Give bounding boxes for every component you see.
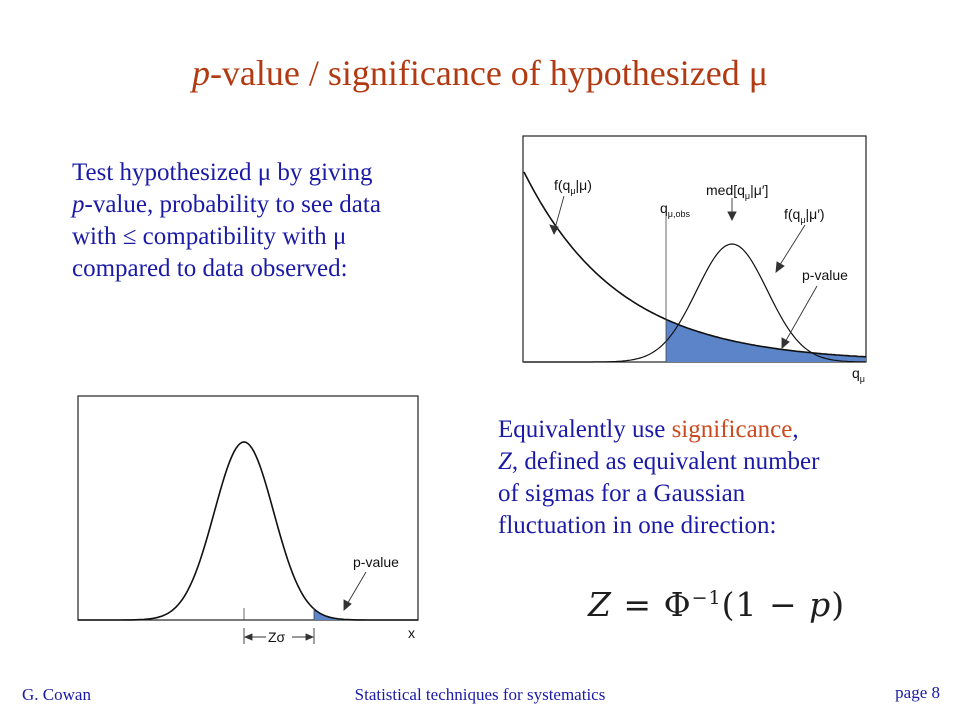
sig-line-2: Z, defined as equivalent number — [498, 446, 938, 478]
formula-phi: = Φ — [611, 585, 692, 624]
title-text: -value / significance of hypothesized — [209, 53, 749, 93]
figure2-pvalue-area — [314, 608, 418, 620]
figure2-zsigma-bracket — [243, 628, 315, 644]
figure1-label-pvalue: p-value — [802, 267, 848, 283]
footer-author: G. Cowan — [22, 685, 91, 704]
qmu-distribution-figure: f(qμ|μ) med[qμ|μ′] qμ,obs f(qμ|μ′) p-val… — [522, 135, 867, 384]
intro-line-1: Test hypothesized μ by giving — [72, 157, 492, 189]
footer-title: Statistical techniques for systematics — [354, 685, 606, 704]
figure2-gaussian-curve — [78, 441, 418, 621]
figure2-label-pvalue: p-value — [353, 554, 399, 570]
gaussian-figure: p-value Zσ x — [77, 395, 419, 645]
intro-line-4: compared to data observed: — [72, 255, 348, 282]
footer-page-number: page 8 — [895, 683, 940, 702]
sig-line-3: of sigmas for a Gaussian — [498, 480, 746, 507]
intro-mu: μ — [257, 159, 272, 186]
formula-rhs-b: ) — [831, 585, 846, 624]
figure1-null-curve — [523, 171, 867, 358]
figure1-label-med: med[qμ|μ′] — [706, 182, 768, 201]
intro-italic-p: p — [72, 191, 85, 218]
figure2-label-zsigma: Zσ — [268, 629, 286, 645]
figure1-arrows — [549, 195, 818, 349]
significance-paragraph: Equivalently use significance, Z, define… — [498, 414, 938, 542]
sig-line-1-a: Equivalently use — [498, 416, 672, 443]
intro-paragraph: Test hypothesized μ by giving p-value, p… — [72, 157, 492, 285]
sig-line-1: Equivalently use significance, — [498, 414, 938, 446]
figure2-axis-label: x — [408, 625, 415, 641]
intro-line-3-a: with ≤ compatibility with — [72, 223, 333, 250]
figure1-label-qobs: qμ,obs — [660, 200, 690, 219]
formula-p: p — [809, 585, 832, 624]
intro-line-3: with ≤ compatibility with μ — [72, 221, 492, 253]
figure1-label-f-null: f(qμ|μ) — [554, 177, 592, 196]
intro-line-2: p-value, probability to see data — [72, 189, 492, 221]
figure2-pvalue-arrow — [343, 571, 367, 611]
figure1-frame — [522, 135, 867, 363]
figure1-axis-label: qμ — [852, 365, 865, 384]
formula-z: Z — [588, 585, 612, 624]
figure1-alt-curve — [524, 243, 866, 363]
page-title: p-value / significance of hypothesized μ — [0, 52, 960, 94]
sig-line-1-b: , — [792, 416, 799, 443]
sig-italic-z: Z — [498, 448, 512, 475]
sig-line-4: fluctuation in one direction: — [498, 512, 777, 539]
formula-rhs-a: (1 − — [721, 585, 810, 624]
sig-keyword: significance — [671, 416, 793, 443]
formula-superscript: −1 — [691, 587, 722, 609]
intro-line-1-a: Test hypothesized — [72, 159, 258, 186]
title-mu-symbol: μ — [748, 53, 769, 93]
significance-formula: Z = Φ−1(1 − p) — [588, 585, 845, 624]
figure1-label-f-alt: f(qμ|μ′) — [784, 206, 825, 225]
intro-line-1-b: by giving — [271, 159, 373, 186]
sig-line-2-b: , defined as equivalent number — [511, 448, 820, 475]
intro-line-2-b: -value, probability to see data — [84, 191, 381, 218]
title-italic-p: p — [191, 53, 210, 93]
figure1-pvalue-area — [666, 319, 866, 362]
figure2-frame — [77, 395, 419, 621]
intro-mu-2: μ — [332, 223, 347, 250]
